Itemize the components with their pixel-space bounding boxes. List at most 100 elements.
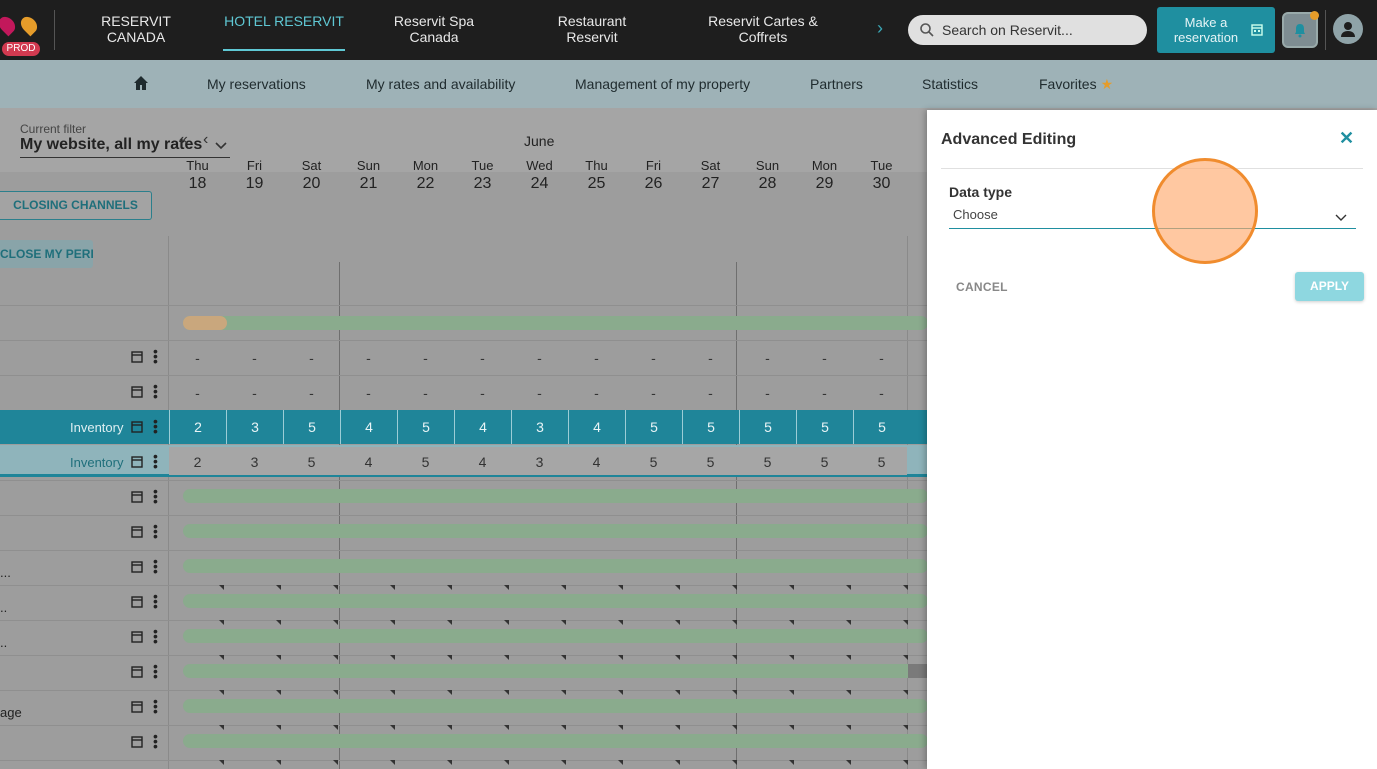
more-vert-icon[interactable]: • • • [153, 623, 158, 649]
rate-cell[interactable]: - [195, 385, 200, 401]
inventory-cell[interactable]: 5 [739, 410, 796, 444]
cancel-button[interactable]: CANCEL [956, 280, 1008, 294]
calendar-icon[interactable] [131, 595, 143, 608]
more-vert-icon[interactable]: • • • [153, 728, 158, 754]
rate-cell[interactable]: - [480, 385, 485, 401]
rate-cell[interactable]: - [366, 350, 371, 366]
chevron-right-icon[interactable]: › [877, 18, 883, 38]
nav-reservit-canada[interactable]: RESERVIT CANADA [101, 13, 171, 45]
nav-restaurant[interactable]: Restaurant Reservit [557, 13, 627, 45]
availability-bar[interactable] [183, 664, 928, 678]
subnav-partners[interactable]: Partners [810, 76, 863, 92]
calendar-icon[interactable] [131, 350, 143, 363]
calendar-icon[interactable] [131, 735, 143, 748]
notifications-button[interactable] [1282, 11, 1319, 48]
rate-cell[interactable]: - [537, 385, 542, 401]
calendar-icon[interactable] [131, 665, 143, 678]
calendar-icon[interactable] [131, 525, 143, 538]
inventory-cell[interactable]: 2 [193, 454, 202, 470]
rate-cell[interactable]: - [708, 350, 713, 366]
calendar-icon[interactable] [131, 560, 143, 573]
availability-bar-start[interactable] [183, 316, 227, 330]
availability-bar[interactable] [183, 524, 928, 538]
inventory-cell[interactable]: 5 [397, 410, 454, 444]
calendar-icon[interactable] [131, 490, 143, 503]
rate-cell[interactable]: - [195, 350, 200, 366]
inventory-cell[interactable]: 4 [478, 454, 487, 470]
subnav-statistics[interactable]: Statistics [922, 76, 979, 92]
inventory-cell[interactable]: 5 [763, 454, 772, 470]
availability-bar[interactable] [183, 559, 928, 573]
subnav-property-management[interactable]: Management of my property [575, 76, 751, 92]
rate-cell[interactable]: - [423, 350, 428, 366]
more-vert-icon[interactable]: • • • [153, 693, 158, 719]
double-chevron-left-icon[interactable]: « [179, 131, 188, 148]
make-reservation-button[interactable]: Make a reservation [1157, 7, 1275, 53]
search-input[interactable]: Search on Reservit... [908, 15, 1147, 45]
rate-cell[interactable]: - [537, 350, 542, 366]
close-my-period-button[interactable]: CLOSE MY PERIOD [0, 240, 93, 268]
rate-cell[interactable]: - [480, 350, 485, 366]
inventory-cell[interactable]: 5 [421, 454, 430, 470]
inventory-cell[interactable]: 5 [625, 410, 682, 444]
rate-cell[interactable]: - [651, 385, 656, 401]
more-vert-icon[interactable]: • • • [153, 448, 158, 474]
more-vert-icon[interactable]: • • • [153, 588, 158, 614]
subnav-favorites[interactable]: Favorites ★ [1039, 76, 1113, 93]
inventory-cell[interactable]: 4 [592, 454, 601, 470]
calendar-icon[interactable] [131, 630, 143, 643]
more-vert-icon[interactable]: • • • [153, 553, 158, 579]
nav-hotel-reservit[interactable]: HOTEL RESERVIT [223, 13, 345, 51]
rate-cell[interactable]: - [765, 385, 770, 401]
calendar-icon[interactable] [131, 700, 143, 713]
closed-cell[interactable] [908, 664, 928, 678]
rate-cell[interactable]: - [423, 385, 428, 401]
inventory-cell[interactable]: 2 [169, 410, 226, 444]
rate-cell[interactable]: - [822, 350, 827, 366]
closing-channels-button[interactable]: CLOSING CHANNELS [0, 191, 152, 220]
nav-cartes-coffrets[interactable]: Reservit Cartes & Coffrets [708, 13, 818, 45]
more-vert-icon[interactable]: • • • [153, 343, 158, 369]
availability-bar[interactable] [183, 734, 928, 748]
inventory-cell[interactable]: 5 [796, 410, 853, 444]
rate-cell[interactable]: - [366, 385, 371, 401]
more-vert-icon[interactable]: • • • [153, 378, 158, 404]
inventory-cell[interactable]: 5 [307, 454, 316, 470]
inventory-cell[interactable]: 5 [877, 454, 886, 470]
rate-cell[interactable]: - [879, 385, 884, 401]
rate-cell[interactable]: - [879, 350, 884, 366]
nav-spa-canada[interactable]: Reservit Spa Canada [393, 13, 475, 45]
rate-cell[interactable]: - [765, 350, 770, 366]
inventory-cell[interactable]: 3 [511, 410, 568, 444]
inventory-cell[interactable]: 5 [283, 410, 340, 444]
apply-button[interactable]: APPLY [1295, 272, 1364, 301]
user-avatar[interactable] [1333, 14, 1363, 44]
rate-cell[interactable]: - [309, 350, 314, 366]
inventory-cell[interactable]: 4 [340, 410, 397, 444]
rate-cell[interactable]: - [708, 385, 713, 401]
calendar-icon[interactable] [131, 420, 143, 433]
inventory-cell[interactable]: 4 [568, 410, 625, 444]
inventory-cell[interactable]: 3 [250, 454, 259, 470]
inventory-cell[interactable]: 4 [454, 410, 511, 444]
inventory-cell[interactable]: 5 [682, 410, 739, 444]
inventory-cell[interactable]: 5 [820, 454, 829, 470]
inventory-cell[interactable]: 5 [649, 454, 658, 470]
more-vert-icon[interactable]: • • • [153, 413, 158, 439]
data-type-select[interactable]: Choose [949, 207, 1356, 229]
more-vert-icon[interactable]: • • • [153, 518, 158, 544]
reservit-logo[interactable]: PROD [0, 12, 42, 58]
subnav-my-reservations[interactable]: My reservations [207, 76, 306, 92]
filter-select[interactable]: My website, all my rates [20, 136, 231, 158]
rate-cell[interactable]: - [594, 385, 599, 401]
subnav-rates-availability[interactable]: My rates and availability [366, 76, 516, 92]
rate-cell[interactable]: - [252, 350, 257, 366]
availability-bar[interactable] [183, 489, 928, 503]
availability-bar[interactable] [183, 699, 928, 713]
availability-bar[interactable] [183, 316, 928, 330]
inventory-cell[interactable]: 3 [226, 410, 283, 444]
rate-cell[interactable]: - [822, 385, 827, 401]
calendar-icon[interactable] [131, 385, 143, 398]
calendar-icon[interactable] [131, 455, 143, 468]
rate-cell[interactable]: - [651, 350, 656, 366]
